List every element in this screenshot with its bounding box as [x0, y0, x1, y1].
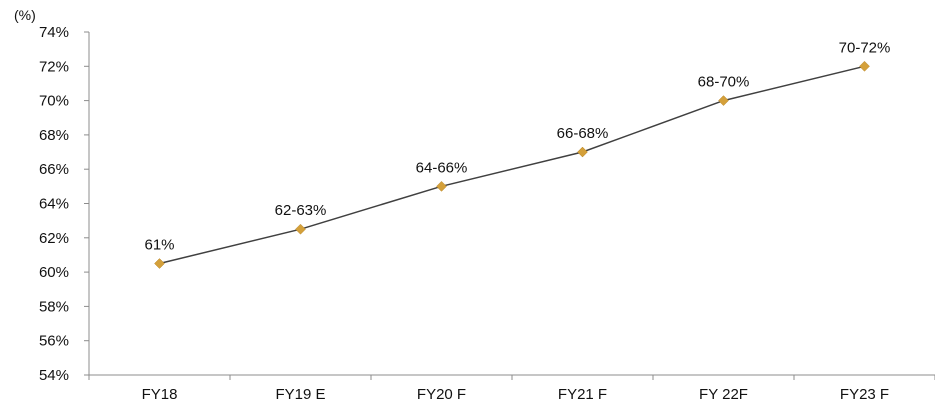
y-tick-label: 60%: [39, 264, 69, 281]
data-label: 66-68%: [557, 125, 609, 142]
x-tick-label: FY21 F: [558, 386, 607, 403]
x-tick-label: FY23 F: [840, 386, 889, 403]
y-tick-label: 74%: [39, 24, 69, 41]
data-point-marker: [154, 258, 165, 269]
x-tick-label: FY18: [142, 386, 178, 403]
x-tick-label: FY 22F: [699, 386, 748, 403]
axes: [88, 32, 935, 376]
data-label: 70-72%: [839, 39, 891, 56]
data-point-marker: [859, 60, 870, 72]
y-tick-label: 58%: [39, 298, 69, 315]
series-line: [159, 65, 865, 265]
x-tick-label: FY20 F: [417, 386, 466, 403]
data-label: 68-70%: [698, 74, 750, 91]
data-labels: 61% 62-63% 64-66% 66-68% 68-70% 70-72%: [144, 39, 890, 253]
data-point-marker: [577, 146, 588, 158]
data-point-marker: [436, 180, 447, 192]
y-tick-label: 64%: [39, 196, 69, 213]
y-tick-label: 62%: [39, 230, 69, 247]
y-tick-label: 56%: [39, 333, 69, 350]
y-tick-label: 66%: [39, 161, 69, 178]
data-label: 61%: [144, 237, 174, 254]
data-point-marker: [295, 223, 306, 235]
y-tick-label: 70%: [39, 93, 69, 110]
y-tick-label: 68%: [39, 127, 69, 144]
y-unit-label: (%): [14, 7, 36, 23]
y-tick-label: 54%: [39, 367, 69, 384]
data-label: 62-63%: [275, 202, 327, 219]
x-axis-ticks: FY18 FY19 E FY20 F FY21 F FY 22F FY23 F: [88, 375, 935, 403]
data-label: 64-66%: [416, 159, 468, 176]
y-tick-label: 72%: [39, 58, 69, 75]
data-point-marker: [718, 95, 729, 106]
y-axis-ticks: 54% 56% 58% 60% 62% 64% 66% 68% 70% 72% 74%: [39, 24, 89, 384]
series-group: [154, 60, 870, 269]
x-tick-label: FY19 E: [275, 386, 325, 403]
